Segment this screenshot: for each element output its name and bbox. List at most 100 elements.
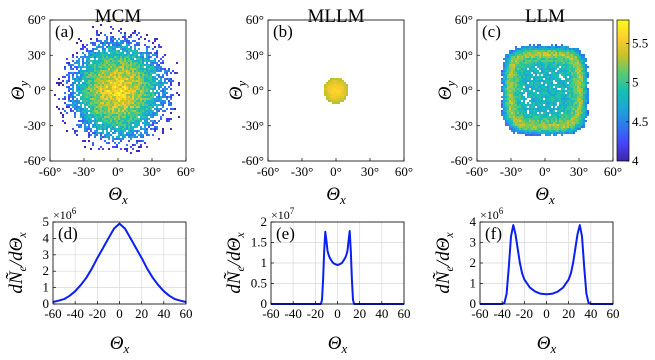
heatmap-cell — [128, 70, 130, 72]
heatmap-cell — [156, 96, 158, 98]
heatmap-cell — [158, 88, 160, 90]
heatmap-cell — [575, 122, 577, 124]
heatmap-cell — [106, 98, 108, 100]
heatmap-cell — [112, 118, 114, 120]
heatmap-cell — [146, 46, 148, 48]
heatmap-cell — [78, 126, 80, 128]
heatmap-cell — [108, 114, 110, 116]
heatmap-cell — [136, 84, 138, 86]
heatmap-cell — [104, 114, 106, 116]
heatmap-cell — [76, 80, 78, 82]
heatmap-cell — [545, 98, 547, 100]
heatmap-cell — [116, 138, 118, 140]
heatmap-cell — [579, 66, 581, 68]
heatmap-cell — [114, 90, 116, 92]
heatmap-cell — [559, 110, 561, 112]
heatmap-cell — [513, 80, 515, 82]
heatmap-cell — [509, 50, 511, 52]
heatmap-cell — [533, 48, 535, 50]
heatmap-cell — [545, 102, 547, 104]
heatmap-cell — [112, 28, 114, 30]
heatmap-cell — [142, 110, 144, 112]
heatmap-cell — [130, 48, 132, 50]
heatmap-cell — [330, 84, 332, 86]
heatmap-cell — [94, 116, 96, 118]
heatmap-cell — [547, 86, 549, 88]
heatmap-cell — [150, 98, 152, 100]
heatmap-cell — [567, 94, 569, 96]
heatmap-cell — [525, 76, 527, 78]
heatmap-cell — [577, 128, 579, 130]
heatmap-cell — [134, 98, 136, 100]
heatmap-cell — [122, 60, 124, 62]
heatmap-cell — [541, 98, 543, 100]
heatmap-cell — [535, 126, 537, 128]
heatmap-cell — [136, 110, 138, 112]
heatmap-cell — [134, 50, 136, 52]
heatmap-cell — [531, 58, 533, 60]
heatmap-cell — [537, 132, 539, 134]
heatmap-cell — [571, 116, 573, 118]
heatmap-cell — [549, 130, 551, 132]
heatmap-cell — [130, 100, 132, 102]
heatmap-cell — [120, 118, 122, 120]
heatmap-cell — [96, 30, 98, 32]
heatmap-cell — [581, 54, 583, 56]
heatmap-cell — [86, 86, 88, 88]
heatmap-cell — [116, 54, 118, 56]
data-point — [506, 293, 508, 295]
heatmap-cell — [573, 114, 575, 116]
heatmap-cell — [116, 58, 118, 60]
heatmap-cell — [503, 100, 505, 102]
heatmap-cell — [332, 78, 334, 80]
heatmap-cell — [156, 106, 158, 108]
heatmap-cell — [170, 98, 172, 100]
heatmap-cell — [533, 134, 535, 136]
heatmap-cell — [110, 124, 112, 126]
heatmap-cell — [575, 128, 577, 130]
heatmap-cell — [579, 122, 581, 124]
x-tick-label: 30° — [143, 164, 161, 179]
heatmap-cell — [525, 120, 527, 122]
heatmap-cell — [126, 132, 128, 134]
heatmap-cell — [80, 78, 82, 80]
heatmap-cell — [579, 114, 581, 116]
heatmap-cell — [511, 122, 513, 124]
heatmap-cell — [140, 98, 142, 100]
heatmap-cell — [160, 46, 162, 48]
heatmap-cell — [160, 84, 162, 86]
heatmap-cell — [142, 82, 144, 84]
heatmap-cell — [545, 52, 547, 54]
heatmap-cell — [148, 134, 150, 136]
heatmap-cell — [527, 60, 529, 62]
heatmap-cell — [144, 104, 146, 106]
heatmap-cell — [132, 84, 134, 86]
heatmap-cell — [132, 88, 134, 90]
heatmap-cell — [120, 134, 122, 136]
heatmap-cell — [503, 114, 505, 116]
heatmap-cell — [559, 100, 561, 102]
heatmap-cell — [340, 96, 342, 98]
heatmap-cell — [112, 104, 114, 106]
heatmap-cell — [541, 100, 543, 102]
heatmap-cell — [138, 32, 140, 34]
heatmap-cell — [501, 70, 503, 72]
heatmap-cell — [148, 110, 150, 112]
heatmap-cell — [563, 54, 565, 56]
heatmap-cell — [96, 62, 98, 64]
heatmap-cell — [122, 36, 124, 38]
heatmap-cell — [581, 82, 583, 84]
heatmap-cell — [86, 50, 88, 52]
heatmap-cell — [501, 74, 503, 76]
heatmap-cell — [529, 50, 531, 52]
heatmap-cell — [110, 106, 112, 108]
heatmap-cell — [513, 116, 515, 118]
heatmap-cell — [148, 70, 150, 72]
heatmap-cell — [559, 68, 561, 70]
heatmap-cell — [126, 82, 128, 84]
heatmap-cell — [90, 106, 92, 108]
heatmap-cell — [76, 74, 78, 76]
heatmap-cell — [551, 114, 553, 116]
heatmap-cell — [82, 48, 84, 50]
